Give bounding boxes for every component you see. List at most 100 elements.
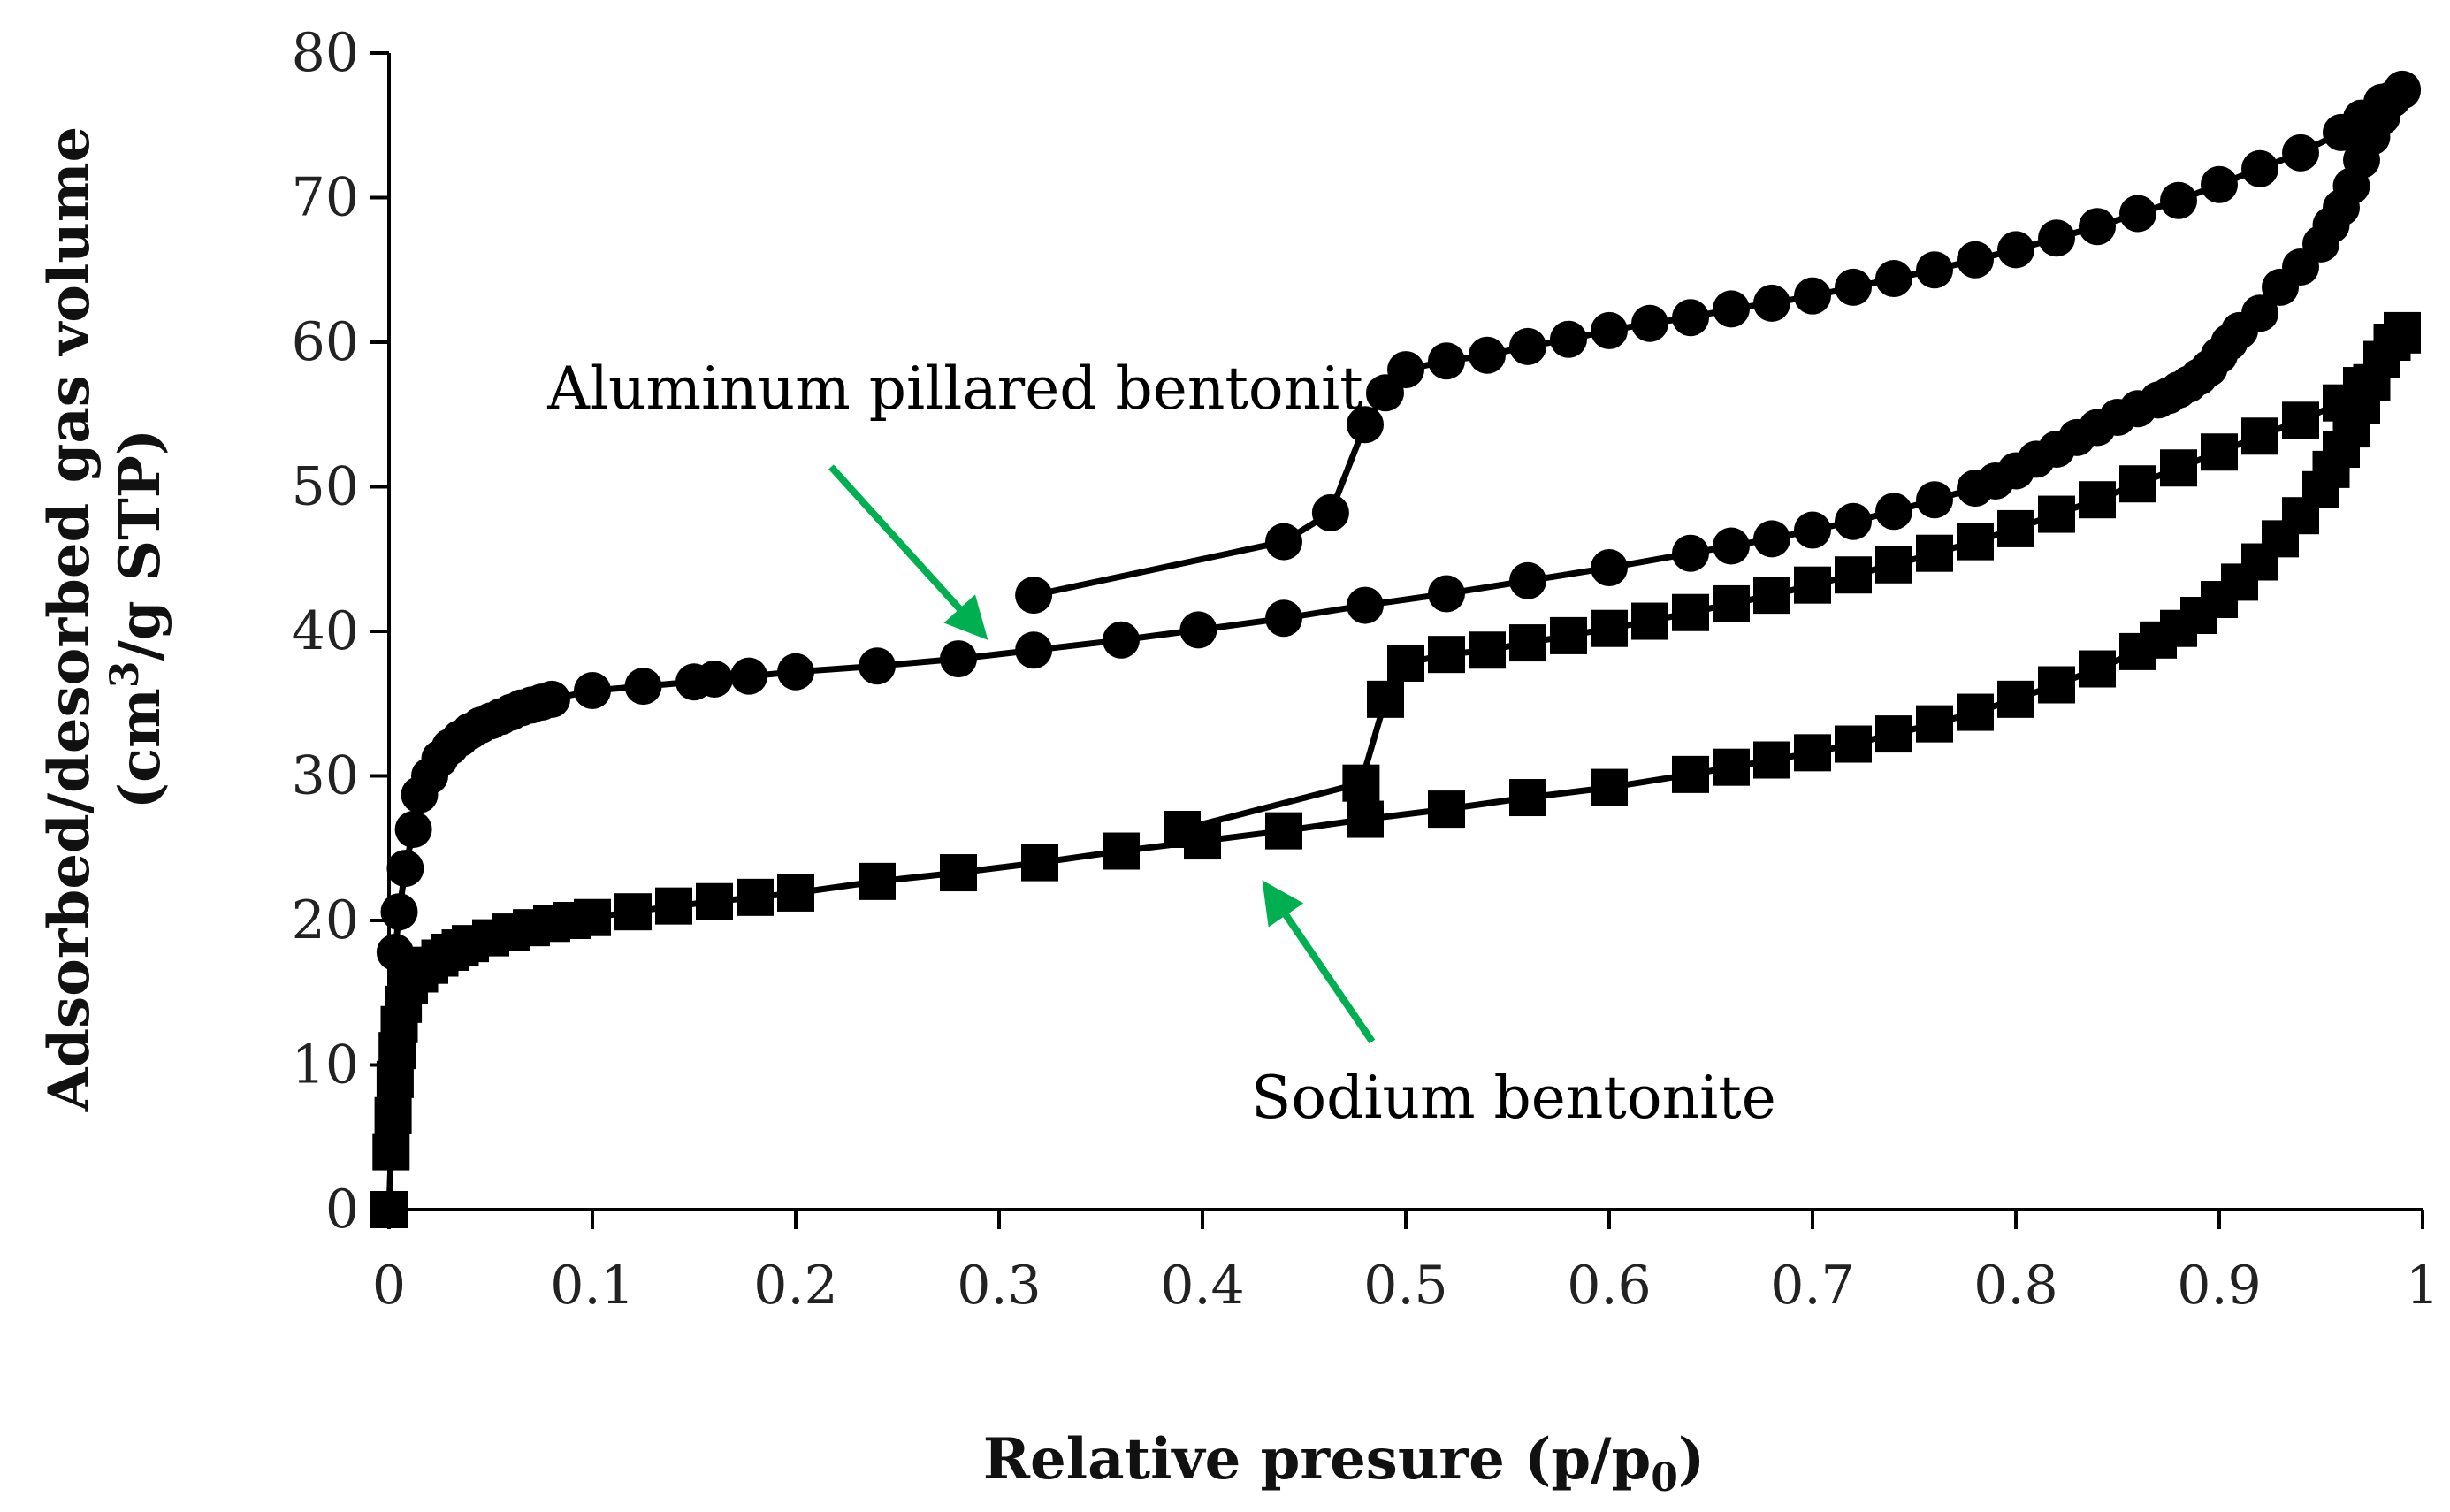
data-point bbox=[2160, 449, 2197, 487]
annotation-arrow-aluminum bbox=[828, 464, 988, 640]
data-point bbox=[1835, 502, 1872, 540]
data-point bbox=[1347, 586, 1384, 624]
data-point bbox=[1509, 779, 1546, 817]
data-point bbox=[1387, 351, 1424, 389]
data-point bbox=[1875, 546, 1912, 584]
data-point bbox=[1916, 534, 1953, 572]
data-point bbox=[2241, 149, 2278, 187]
data-point bbox=[1591, 549, 1628, 587]
y-tick-label: 20 bbox=[292, 890, 359, 951]
data-point bbox=[1164, 810, 1201, 848]
data-point bbox=[1672, 534, 1709, 572]
axes: 0 10 20 30 40 50 60 70 80 0 0.1 0.2 0.3 0.4 0.5 0.6 0.7 0… bbox=[292, 22, 2439, 1317]
data-point bbox=[2384, 316, 2421, 354]
x-tick-label: 0.1 bbox=[550, 1255, 634, 1317]
x-axis-title: Relative presure (p/p0) bbox=[983, 1426, 1705, 1501]
data-point bbox=[1794, 734, 1831, 772]
data-point bbox=[2160, 181, 2197, 219]
annotation-sodium-bentonite: Sodium bentonite bbox=[1251, 1064, 1776, 1132]
data-point bbox=[859, 647, 896, 685]
data-point bbox=[1713, 748, 1750, 786]
data-point bbox=[1428, 790, 1465, 829]
data-point bbox=[1021, 844, 1058, 882]
data-point bbox=[940, 640, 977, 678]
data-point bbox=[2079, 208, 2116, 246]
series-1 bbox=[1015, 72, 2421, 615]
data-point bbox=[1469, 631, 1506, 669]
data-point bbox=[2241, 294, 2278, 332]
data-point bbox=[2038, 666, 2075, 704]
x-tick-label: 0.4 bbox=[1160, 1255, 1244, 1317]
annotation-arrow-sodium bbox=[1262, 880, 1376, 1044]
data-point bbox=[1835, 556, 1872, 594]
x-tick-label: 0.8 bbox=[1973, 1255, 2057, 1317]
data-point bbox=[1672, 299, 1709, 337]
data-point bbox=[696, 660, 733, 698]
data-point bbox=[1015, 631, 1053, 669]
data-point bbox=[2038, 219, 2075, 257]
data-point bbox=[940, 854, 977, 892]
data-point bbox=[1794, 566, 1831, 604]
data-point bbox=[1997, 680, 2034, 718]
data-point bbox=[1753, 520, 1790, 558]
data-point bbox=[1631, 602, 1668, 640]
data-point bbox=[859, 862, 896, 900]
y-axis-title: Adsorbed/desorbed gas volume (cm3/g STP) bbox=[36, 126, 173, 1113]
series-0 bbox=[376, 70, 2421, 971]
data-point bbox=[1916, 251, 1953, 289]
data-point bbox=[730, 657, 768, 695]
data-point bbox=[2282, 134, 2319, 172]
data-point bbox=[1875, 260, 1912, 298]
data-point bbox=[1428, 342, 1465, 380]
data-point bbox=[1550, 320, 1587, 358]
data-point bbox=[777, 653, 814, 691]
data-point bbox=[614, 893, 652, 931]
data-point bbox=[737, 878, 774, 916]
y-tick-label: 0 bbox=[325, 1179, 359, 1241]
data-point bbox=[1550, 616, 1587, 654]
data-point bbox=[1509, 624, 1546, 662]
data-point bbox=[1957, 241, 1994, 279]
x-tick-label: 0 bbox=[372, 1255, 406, 1317]
data-point bbox=[1794, 511, 1831, 549]
data-point bbox=[1835, 725, 1872, 763]
data-point bbox=[1015, 577, 1053, 615]
series-line bbox=[1033, 88, 2404, 599]
data-point bbox=[1916, 481, 1953, 519]
data-point bbox=[2201, 433, 2238, 471]
data-point bbox=[1713, 584, 1750, 622]
data-point bbox=[2282, 401, 2319, 439]
y-tick-label: 40 bbox=[292, 600, 359, 662]
y-tick-label: 60 bbox=[292, 311, 359, 373]
data-point bbox=[1311, 493, 1349, 531]
data-point bbox=[624, 668, 662, 706]
data-point bbox=[1875, 493, 1912, 531]
data-point bbox=[2079, 481, 2116, 519]
data-point bbox=[1347, 406, 1384, 444]
data-point bbox=[1875, 715, 1912, 753]
y-tick-label: 10 bbox=[292, 1035, 359, 1096]
y-tick-label: 70 bbox=[292, 167, 359, 229]
x-tick-label: 0.5 bbox=[1363, 1255, 1447, 1317]
data-point bbox=[1342, 764, 1380, 802]
data-point bbox=[1591, 311, 1628, 349]
data-point bbox=[1591, 609, 1628, 647]
y-tick-label: 30 bbox=[292, 745, 359, 807]
data-point bbox=[1179, 611, 1217, 649]
data-point bbox=[696, 882, 733, 920]
data-point bbox=[1835, 268, 1872, 306]
data-point bbox=[1631, 304, 1668, 342]
data-point bbox=[533, 680, 570, 718]
y-axis-title-line2: (cm3/g STP) bbox=[103, 429, 173, 809]
data-point bbox=[1265, 599, 1302, 638]
data-point bbox=[1916, 705, 1953, 743]
data-point bbox=[1753, 284, 1790, 322]
x-tick-label: 0.7 bbox=[1770, 1255, 1854, 1317]
data-point bbox=[2119, 465, 2156, 503]
data-point bbox=[1997, 231, 2034, 269]
data-point bbox=[1103, 832, 1140, 870]
data-point bbox=[1957, 523, 1994, 561]
series-3 bbox=[1164, 316, 2421, 848]
data-point bbox=[1509, 327, 1546, 365]
